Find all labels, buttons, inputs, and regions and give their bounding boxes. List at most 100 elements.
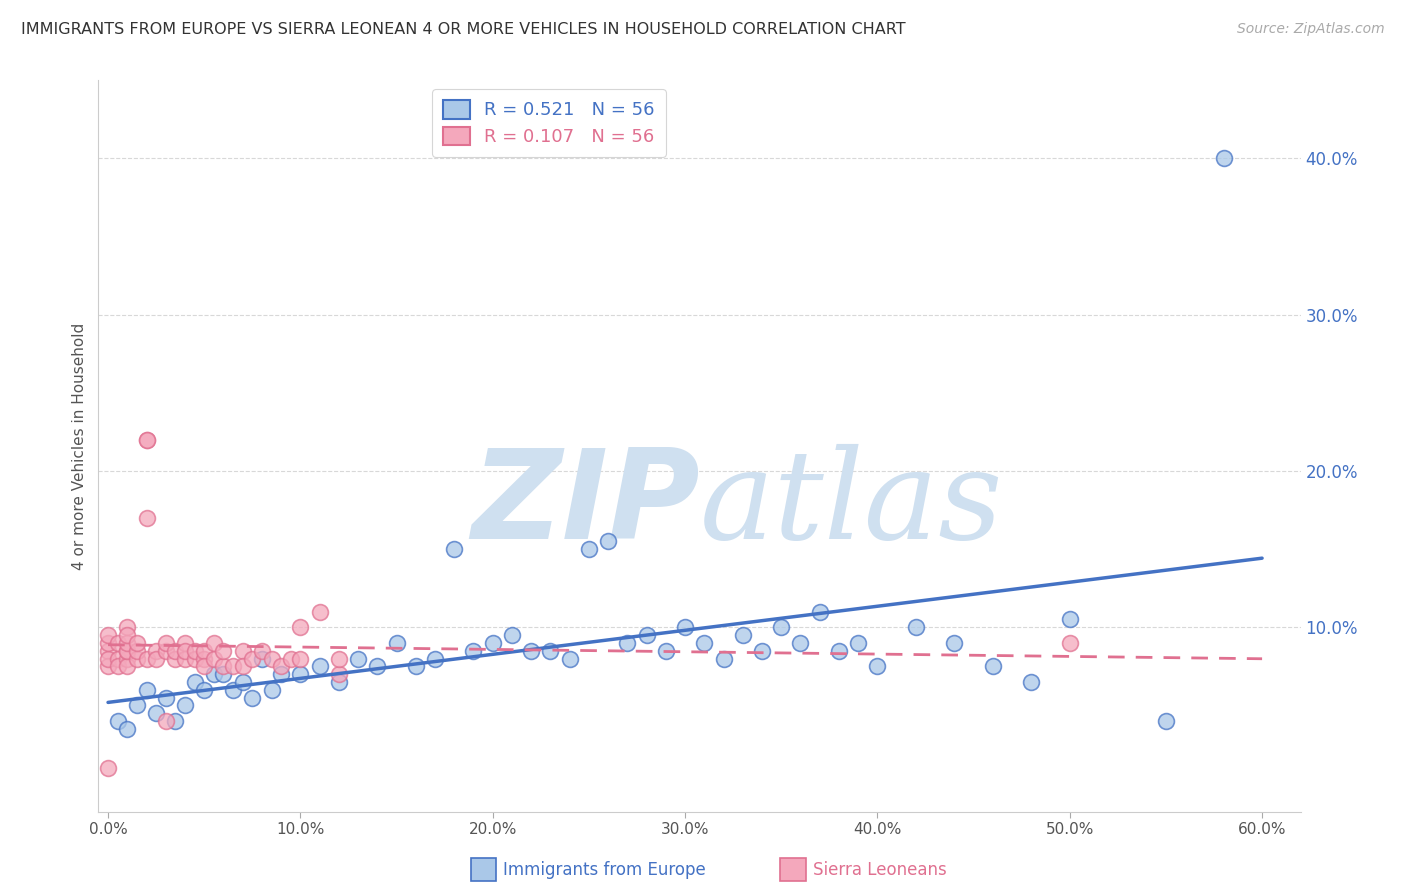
Point	[943, 636, 966, 650]
Point	[578, 542, 600, 557]
Point	[443, 542, 465, 557]
Point	[1059, 612, 1081, 626]
Point	[145, 644, 167, 658]
Point	[174, 651, 197, 665]
Point	[193, 644, 215, 658]
Point	[904, 620, 927, 634]
Point	[655, 644, 678, 658]
Point	[731, 628, 754, 642]
Point	[598, 534, 620, 549]
Point	[165, 714, 187, 728]
Point	[202, 651, 225, 665]
Point	[117, 644, 139, 658]
Point	[1212, 152, 1234, 166]
Point	[240, 690, 263, 705]
Point	[202, 636, 225, 650]
Point	[232, 675, 254, 690]
Point	[270, 659, 292, 673]
Point	[308, 659, 330, 673]
Text: atlas: atlas	[700, 443, 1002, 566]
Point	[125, 651, 148, 665]
Point	[193, 659, 215, 673]
Point	[97, 628, 120, 642]
Point	[828, 644, 851, 658]
Point	[155, 714, 177, 728]
Point	[280, 651, 302, 665]
Point	[165, 651, 187, 665]
Text: Source: ZipAtlas.com: Source: ZipAtlas.com	[1237, 22, 1385, 37]
Point	[501, 628, 523, 642]
Point	[1154, 714, 1177, 728]
Point	[174, 698, 197, 713]
Point	[97, 644, 120, 658]
Point	[107, 651, 129, 665]
Point	[107, 714, 129, 728]
Point	[866, 659, 889, 673]
Point	[250, 644, 273, 658]
Point	[270, 667, 292, 681]
Point	[520, 644, 543, 658]
Point	[328, 667, 350, 681]
Point	[155, 690, 177, 705]
Point	[558, 651, 581, 665]
Point	[481, 636, 503, 650]
Point	[232, 644, 254, 658]
Text: ZIP: ZIP	[471, 444, 700, 565]
Point	[125, 698, 148, 713]
Point	[183, 675, 205, 690]
Point	[135, 682, 157, 697]
Point	[135, 433, 157, 447]
Point	[232, 659, 254, 673]
Point	[117, 644, 139, 658]
Point	[808, 605, 831, 619]
Point	[145, 706, 167, 721]
Point	[183, 651, 205, 665]
Point	[328, 675, 350, 690]
Point	[174, 636, 197, 650]
Point	[107, 659, 129, 673]
Point	[212, 644, 235, 658]
Point	[117, 628, 139, 642]
Point	[117, 659, 139, 673]
Point	[636, 628, 658, 642]
Point	[693, 636, 716, 650]
Point	[260, 651, 283, 665]
Point	[135, 511, 157, 525]
Legend: R = 0.521   N = 56, R = 0.107   N = 56: R = 0.521 N = 56, R = 0.107 N = 56	[432, 89, 665, 157]
Point	[290, 667, 312, 681]
Point	[97, 651, 120, 665]
Y-axis label: 4 or more Vehicles in Household: 4 or more Vehicles in Household	[72, 322, 87, 570]
Point	[981, 659, 1004, 673]
Point	[846, 636, 869, 650]
Point	[538, 644, 561, 658]
Text: Sierra Leoneans: Sierra Leoneans	[813, 861, 946, 879]
Point	[155, 644, 177, 658]
Point	[117, 722, 139, 736]
Point	[212, 659, 235, 673]
Point	[308, 605, 330, 619]
Point	[463, 644, 485, 658]
Text: IMMIGRANTS FROM EUROPE VS SIERRA LEONEAN 4 OR MORE VEHICLES IN HOUSEHOLD CORRELA: IMMIGRANTS FROM EUROPE VS SIERRA LEONEAN…	[21, 22, 905, 37]
Point	[260, 682, 283, 697]
Point	[1019, 675, 1042, 690]
Point	[751, 644, 773, 658]
Point	[770, 620, 793, 634]
Point	[347, 651, 370, 665]
Point	[222, 659, 245, 673]
Point	[405, 659, 427, 673]
Point	[290, 651, 312, 665]
Point	[174, 644, 197, 658]
Point	[183, 644, 205, 658]
Point	[117, 636, 139, 650]
Point	[789, 636, 811, 650]
Point	[117, 651, 139, 665]
Point	[97, 761, 120, 775]
Point	[673, 620, 696, 634]
Point	[125, 644, 148, 658]
Point	[135, 651, 157, 665]
Point	[423, 651, 446, 665]
Point	[250, 651, 273, 665]
Point	[290, 620, 312, 634]
Point	[366, 659, 388, 673]
Text: Immigrants from Europe: Immigrants from Europe	[503, 861, 706, 879]
